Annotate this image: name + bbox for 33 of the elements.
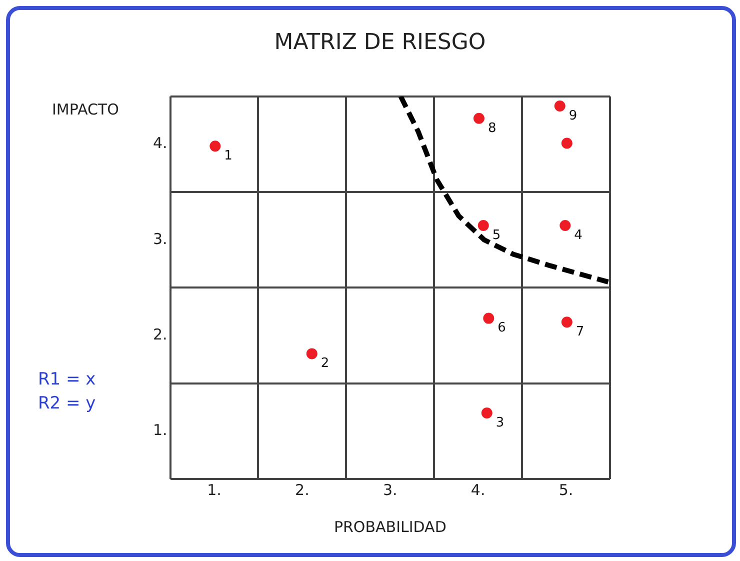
x-tick-label: 2.	[295, 480, 310, 499]
y-tick-label: 2.	[153, 325, 168, 344]
x-tick-label: 3.	[383, 480, 398, 499]
x-axis-title: PROBABILIDAD	[334, 518, 446, 536]
annotation: 2	[320, 356, 330, 372]
x-tick-label: 1.	[207, 480, 222, 499]
point	[560, 220, 571, 232]
point	[210, 140, 221, 152]
chart-title: MATRIZ DE RIESGO	[274, 30, 486, 55]
y-tick-label: 4.	[153, 134, 168, 152]
point	[554, 100, 566, 112]
point	[473, 112, 484, 124]
annotation: 5	[492, 228, 501, 243]
text: R2 = y	[38, 393, 96, 414]
y-tick-label: 1.	[153, 421, 168, 440]
annotation: 3	[496, 415, 504, 430]
annotation: 9	[568, 108, 578, 124]
point	[306, 348, 318, 360]
point	[561, 316, 572, 328]
text: R1 = x	[38, 369, 96, 390]
y-axis-title: IMPACTO	[52, 100, 119, 118]
annotation: 4	[574, 228, 582, 243]
annotation: 7	[576, 324, 584, 340]
annotation: 8	[488, 120, 496, 136]
point	[481, 408, 492, 418]
annotation: 1	[224, 148, 232, 164]
x-tick-label: 5.	[558, 480, 574, 499]
y-tick-label: 3.	[153, 230, 168, 248]
point	[483, 312, 494, 324]
point	[478, 220, 489, 232]
point	[561, 138, 572, 149]
annotation: 6	[498, 320, 506, 336]
x-tick-label: 4.	[470, 480, 486, 499]
